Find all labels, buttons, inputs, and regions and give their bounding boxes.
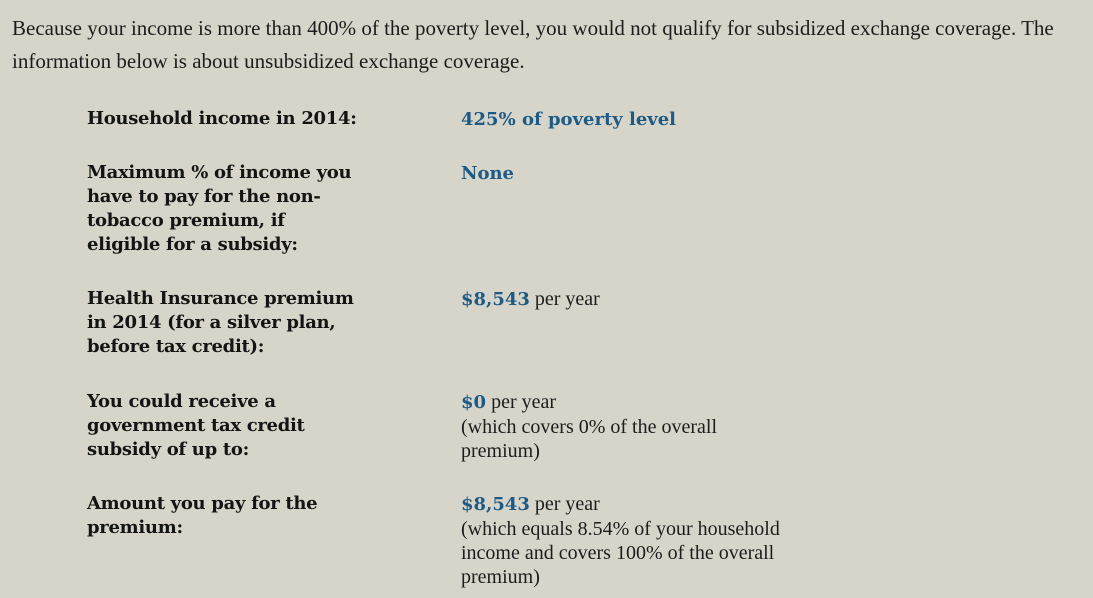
label-line: have to pay for the non- [87, 186, 321, 207]
row-max-income-percent: Maximum % of income you have to pay for … [87, 161, 887, 257]
label-household-income: Household income in 2014: [87, 107, 461, 132]
tax-credit-amount-line: $0 per year [461, 390, 717, 415]
premium-amount-line: $8,543 per year [461, 287, 600, 312]
value-tax-credit: $0 per year (which covers 0% of the over… [461, 390, 717, 463]
label-line: Amount you pay for the [87, 493, 318, 514]
pay-amount: $8,543 [461, 494, 530, 515]
label-line: government tax credit [87, 415, 305, 436]
tax-credit-note-line: (which covers 0% of the overall [461, 416, 718, 438]
label-line: Maximum % of income you [87, 162, 352, 183]
row-household-income: Household income in 2014: 425% of povert… [87, 107, 887, 132]
pay-unit: per year [529, 493, 600, 515]
label-tax-credit: You could receive a government tax credi… [87, 390, 461, 463]
label-line: in 2014 (for a silver plan, [87, 312, 336, 333]
label-line: premium: [87, 517, 183, 538]
row-health-premium: Health Insurance premium in 2014 (for a … [87, 287, 887, 359]
pay-note-line: (which equals 8.54% of your household [461, 518, 780, 540]
value-health-premium: $8,543 per year [461, 287, 600, 359]
max-percent-value: None [461, 163, 514, 184]
premium-amount: $8,543 [461, 289, 530, 310]
tax-credit-amount: $0 [461, 392, 487, 413]
label-line: before tax credit): [87, 336, 265, 357]
intro-paragraph: Because your income is more than 400% of… [12, 16, 1054, 73]
label-health-premium: Health Insurance premium in 2014 (for a … [87, 287, 461, 359]
pay-note-line: premium) [461, 566, 540, 588]
tax-credit-note-line: premium) [461, 440, 540, 462]
label-line: subsidy of up to: [87, 439, 249, 460]
premium-unit: per year [529, 288, 600, 310]
label-amount-you-pay: Amount you pay for the premium: [87, 492, 461, 589]
label-line: tobacco premium, if [87, 210, 285, 231]
row-amount-you-pay: Amount you pay for the premium: $8,543 p… [87, 492, 887, 589]
value-household-income: 425% of poverty level [461, 107, 676, 132]
label-line: eligible for a subsidy: [87, 234, 298, 255]
label-line: Health Insurance premium [87, 288, 354, 309]
poverty-level-value: 425% of poverty level [461, 109, 677, 130]
row-tax-credit: You could receive a government tax credi… [87, 390, 887, 463]
tax-credit-unit: per year [486, 391, 557, 413]
label-max-income-percent: Maximum % of income you have to pay for … [87, 161, 461, 257]
label-line: Household income in 2014: [87, 108, 357, 129]
value-max-income-percent: None [461, 161, 514, 257]
pay-note-line: income and covers 100% of the overall [461, 542, 775, 564]
value-amount-you-pay: $8,543 per year (which equals 8.54% of y… [461, 492, 780, 589]
pay-amount-line: $8,543 per year [461, 492, 780, 517]
label-line: You could receive a [87, 391, 276, 412]
